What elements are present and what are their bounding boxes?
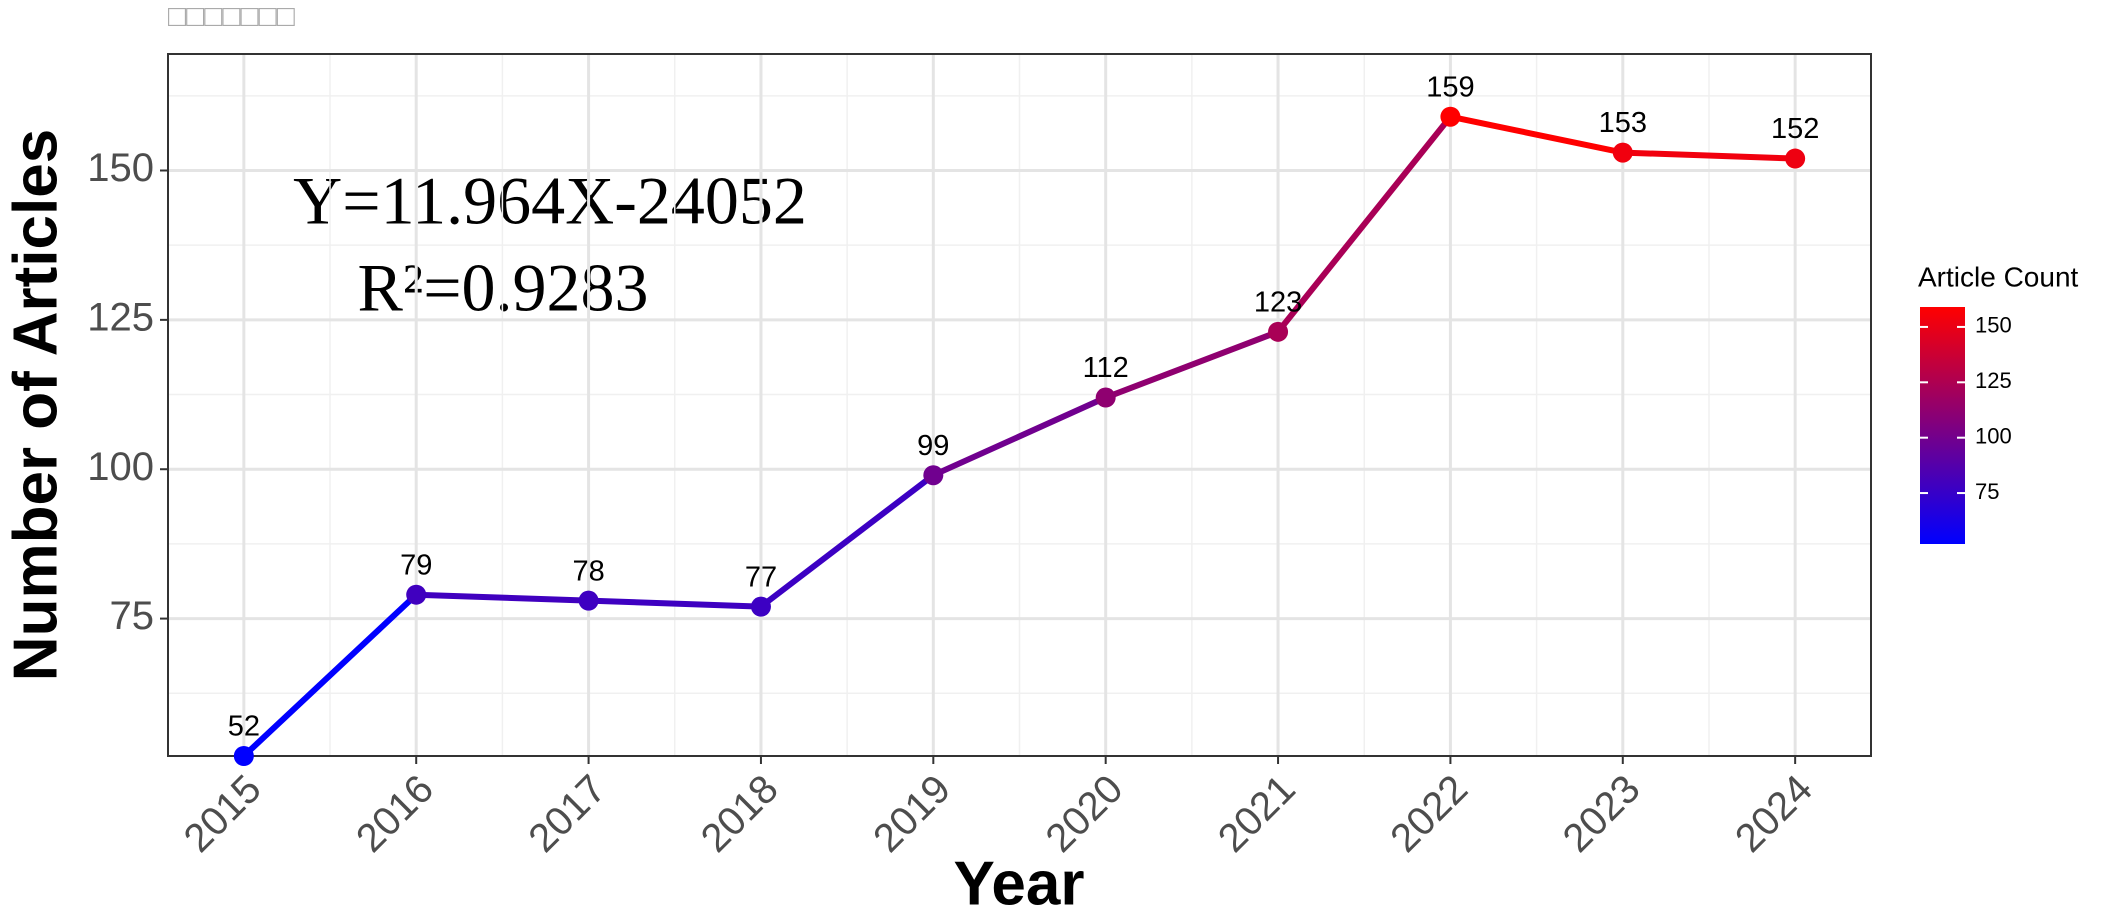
y-axis-title: Number of Articles [1,129,70,681]
x-tick-label: 2016 [348,767,442,861]
point [923,465,944,486]
y-tick-label: 100 [87,445,154,489]
data-label: 77 [745,561,777,593]
x-tick-label: 2015 [176,767,270,861]
y-tick-label: 125 [87,295,154,339]
line-segment [413,591,592,604]
line-segment [1275,113,1454,335]
colorbar-tick-label: 75 [1975,479,1999,504]
colorbar [1920,307,1965,544]
line-segment [930,394,1109,479]
data-label: 112 [1083,352,1129,384]
data-label: 78 [572,555,604,587]
data-label: 52 [228,711,260,743]
x-axis-title: Year [953,849,1084,918]
x-tick-label: 2017 [520,767,614,861]
line-segment [1102,328,1282,401]
point [1095,387,1116,408]
line-segment [585,597,764,610]
colorbar-tick-label: 100 [1975,423,2012,448]
point [1785,148,1806,169]
line-segment [1447,113,1626,156]
data-label: 153 [1599,107,1647,139]
point [1268,321,1289,342]
x-tick-label: 2023 [1555,767,1649,861]
line-segment [757,472,937,610]
point [1440,106,1461,127]
point [578,590,599,611]
chart-title: □□□□□□□ [168,0,296,33]
point [750,596,771,617]
plot-border [167,53,1872,757]
point [233,746,254,766]
point [1612,142,1633,163]
annotation: Y=11.964X-24052 [293,163,807,239]
y-tick-label: 150 [87,146,154,190]
line-segment [1619,149,1799,162]
x-tick-label: 2024 [1727,767,1821,861]
x-tick-label: 2019 [865,767,959,861]
legend-title: Article Count [1918,261,2079,292]
y-tick-label: 75 [110,594,155,638]
x-tick-label: 2021 [1210,767,1304,861]
line-segment [240,591,420,759]
x-tick-label: 2022 [1382,767,1476,861]
x-tick-label: 2018 [693,767,787,861]
data-label: 159 [1426,71,1474,103]
colorbar-tick-label: 125 [1975,368,2012,393]
data-label: 79 [400,549,432,581]
data-label: 99 [917,430,949,462]
x-tick-label: 2020 [1037,767,1131,861]
data-label: 152 [1771,113,1819,145]
point [406,584,427,605]
data-label: 123 [1254,286,1302,318]
colorbar-tick-label: 150 [1975,313,2012,338]
